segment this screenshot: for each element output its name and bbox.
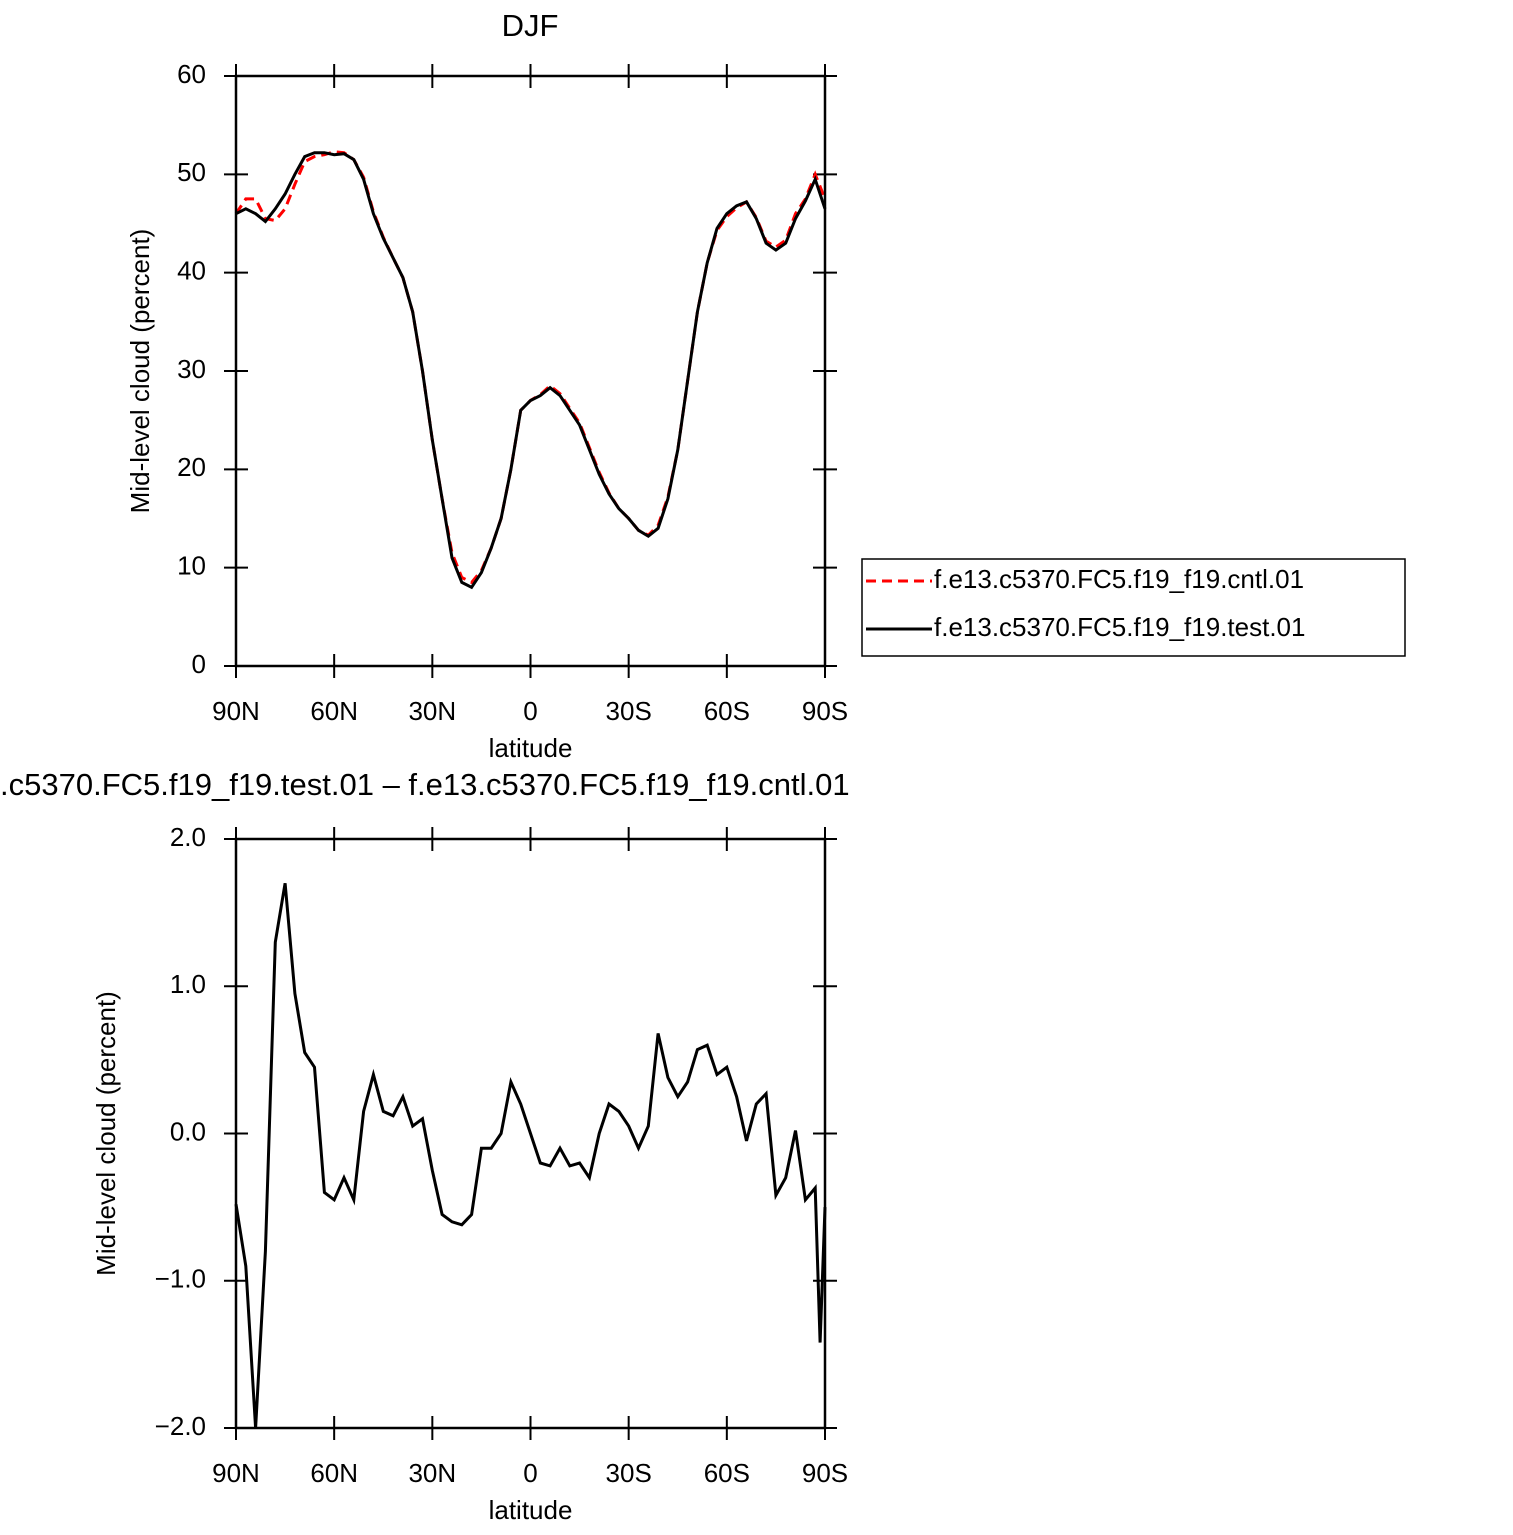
legend-label: f.e13.c5370.FC5.f19_f19.cntl.01 — [934, 564, 1304, 594]
x-tick-label: 60N — [310, 696, 358, 726]
y-tick-label: 20 — [177, 452, 206, 482]
x-tick-label: 60N — [310, 1458, 358, 1488]
y-tick-label: 2.0 — [170, 822, 206, 852]
y-tick-label: 10 — [177, 551, 206, 581]
x-tick-label: 90N — [212, 696, 260, 726]
y-tick-label: 1.0 — [170, 969, 206, 999]
data-line — [235, 151, 827, 590]
y-tick-label: −1.0 — [155, 1264, 206, 1294]
legend-box — [861, 558, 1406, 657]
y-tick-label: 0 — [192, 649, 206, 679]
y-axis-label: Mid-level cloud (percent) — [125, 229, 155, 514]
data-line — [234, 882, 827, 1429]
x-tick-label: 0 — [523, 696, 537, 726]
chart-title: .c5370.FC5.f19_f19.test.01 – f.e13.c5370… — [0, 767, 850, 802]
x-tick-label: 30S — [606, 696, 652, 726]
x-tick-label: 90S — [802, 1458, 848, 1488]
plot-frame — [234, 74, 827, 668]
x-tick-label: 0 — [523, 1458, 537, 1488]
legend-label: f.e13.c5370.FC5.f19_f19.test.01 — [934, 612, 1305, 642]
data-line — [234, 150, 827, 585]
y-axis-label: Mid-level cloud (percent) — [91, 991, 121, 1276]
x-tick-label: 90S — [802, 696, 848, 726]
y-tick-label: 50 — [177, 157, 206, 187]
y-tick-label: 60 — [177, 59, 206, 89]
x-tick-label: 30N — [408, 696, 456, 726]
x-axis-label: latitude — [489, 1495, 573, 1525]
x-tick-label: 30S — [606, 1458, 652, 1488]
y-tick-label: 0.0 — [170, 1116, 206, 1146]
y-tick-label: −2.0 — [155, 1411, 206, 1441]
y-tick-label: 40 — [177, 256, 206, 286]
plot-frame — [234, 837, 827, 1430]
x-tick-label: 90N — [212, 1458, 260, 1488]
x-axis-label: latitude — [489, 733, 573, 763]
x-tick-label: 60S — [704, 1458, 750, 1488]
chart-title: DJF — [502, 8, 559, 43]
y-tick-label: 30 — [177, 354, 206, 384]
x-tick-label: 60S — [704, 696, 750, 726]
x-tick-label: 30N — [408, 1458, 456, 1488]
